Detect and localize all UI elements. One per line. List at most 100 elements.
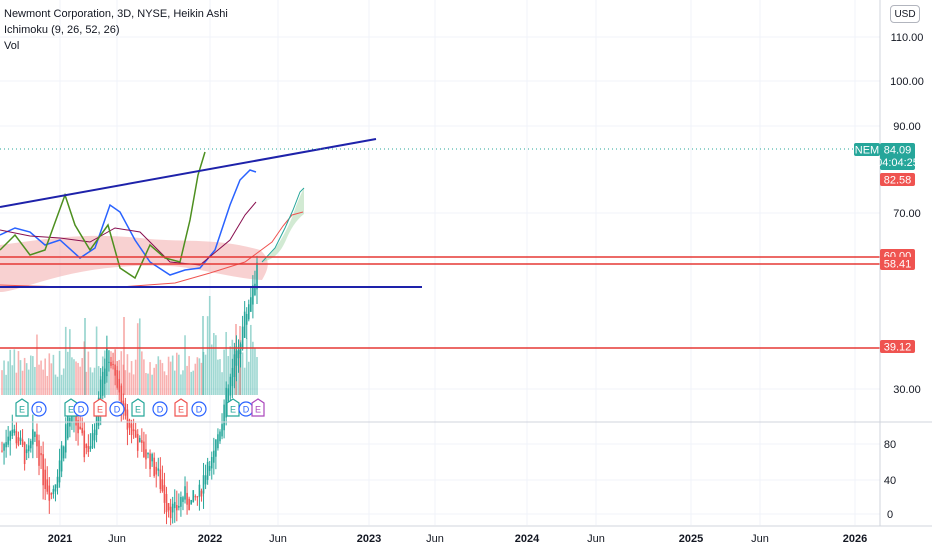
candle (1, 450, 3, 452)
price-badge-label: 82.58 (884, 175, 912, 187)
candle (192, 490, 195, 503)
earnings-marker-label: D (243, 405, 250, 415)
volume-bar (239, 326, 241, 395)
volume-bar (149, 362, 151, 395)
candle (235, 350, 238, 366)
earnings-marker-label: D (196, 405, 203, 415)
volume-bar (21, 370, 24, 395)
volume-bar (106, 374, 108, 395)
volume-bar (163, 371, 166, 395)
volume-bar (221, 372, 223, 395)
time-axis-tick: Jun (426, 533, 444, 545)
upper-trendline (0, 138, 377, 208)
earnings-marker-label: E (19, 405, 25, 415)
legend-title[interactable]: Newmont Corporation, 3D, NYSE, Heikin As… (4, 8, 228, 20)
time-axis-tick: Jun (269, 533, 287, 545)
candle (108, 361, 110, 363)
tenkan-line (0, 169, 257, 276)
legend-vol[interactable]: Vol (4, 40, 20, 52)
candle (219, 431, 221, 442)
candle (124, 403, 127, 416)
volume-bar (227, 356, 230, 395)
candle (91, 433, 94, 448)
price-badge (880, 173, 915, 186)
volume-bar (247, 361, 250, 395)
candle (89, 446, 92, 450)
candle (217, 434, 219, 449)
earnings-marker-label: E (68, 405, 74, 415)
volume-bar (180, 374, 182, 395)
earnings-marker (15, 398, 29, 417)
volume-axis-tick: 80 (884, 439, 896, 451)
candle (223, 404, 225, 431)
volume-bar (155, 364, 158, 395)
candle (52, 488, 55, 494)
candle (93, 429, 96, 441)
symbol-tag-label: NEM (855, 145, 879, 157)
volume-bar (132, 374, 135, 395)
candle (128, 419, 131, 428)
candle (194, 496, 197, 498)
volume-bar (54, 374, 57, 395)
candle (13, 429, 16, 433)
volume-bar (241, 352, 244, 395)
candle (138, 437, 141, 443)
volume-bar (194, 363, 197, 395)
candle (54, 484, 57, 492)
time-axis-tick: 2022 (198, 533, 222, 545)
earnings-marker (174, 398, 188, 417)
candle (27, 445, 30, 452)
candle (56, 476, 59, 488)
candle (9, 431, 12, 441)
candle (141, 440, 143, 443)
candle (58, 460, 61, 483)
volume-bar (38, 364, 40, 395)
price-badge (880, 257, 915, 270)
candle (118, 378, 121, 393)
candle (215, 439, 217, 457)
candle (62, 446, 65, 459)
grid (0, 0, 880, 525)
dividend-marker (152, 401, 168, 417)
volume-bar (89, 367, 92, 395)
volume-bar (175, 352, 178, 395)
candle (200, 490, 203, 497)
candle (151, 454, 153, 462)
currency-button[interactable]: USD (890, 5, 920, 23)
volume-bar (64, 326, 67, 395)
volume-bar (123, 317, 125, 395)
volume-bar (138, 318, 141, 395)
candle (46, 479, 49, 492)
candle (184, 486, 186, 500)
earnings-marker-label: D (114, 405, 121, 415)
candle (173, 501, 176, 509)
legend-ichimoku[interactable]: Ichimoku (9, 26, 52, 26) (4, 24, 120, 36)
dividend-marker (73, 401, 89, 417)
volume-bar (161, 363, 164, 395)
volume-bar (34, 366, 36, 395)
earnings-marker-label: D (157, 405, 164, 415)
candle (250, 297, 252, 312)
volume-bar (71, 357, 73, 395)
volume-bar (81, 358, 84, 395)
candle (130, 423, 133, 436)
senkou-a-line (261, 187, 305, 263)
price-badge (880, 143, 915, 170)
candle (104, 368, 106, 384)
volume-bar (165, 375, 168, 395)
candle (75, 414, 77, 426)
candle (64, 424, 67, 453)
volume-bar (77, 362, 79, 395)
volume-bar (213, 333, 215, 395)
candle (167, 503, 170, 511)
candle (241, 326, 244, 350)
volume-bar (219, 359, 221, 395)
volume-bar (93, 367, 96, 395)
volume-bar (73, 359, 75, 395)
candle (71, 411, 73, 423)
volume-bar (178, 354, 180, 395)
volume-bar (67, 351, 69, 395)
volume-axis-tick: 40 (884, 475, 896, 487)
volume-bar (25, 363, 28, 395)
